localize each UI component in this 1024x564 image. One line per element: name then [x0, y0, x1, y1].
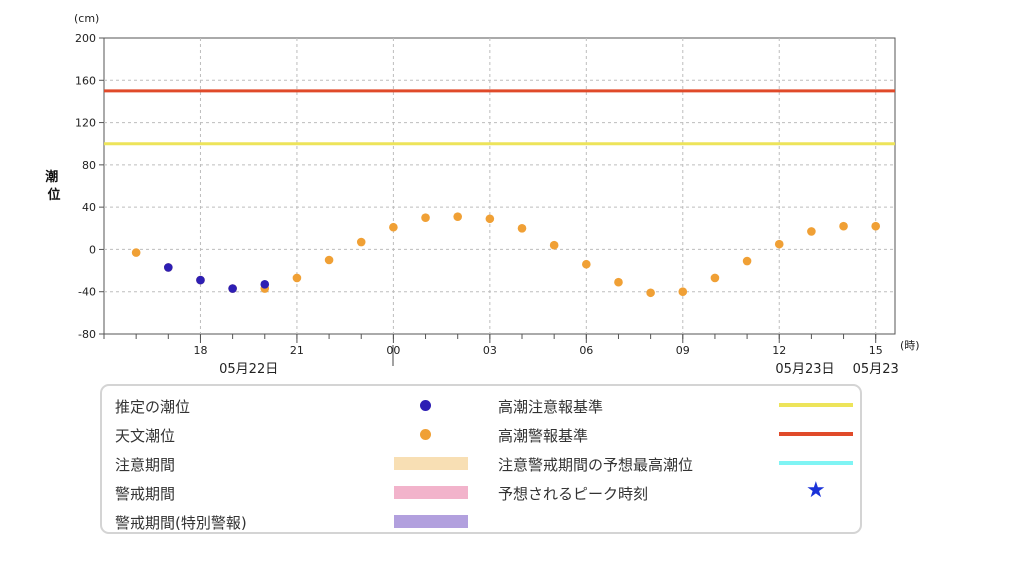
- y-axis-title: 潮 位: [45, 169, 63, 203]
- y-tick-label: -40: [78, 286, 96, 299]
- y-tick-label: 80: [82, 159, 96, 172]
- data-point: [356, 237, 366, 247]
- y-tick-label: -80: [78, 328, 96, 341]
- y-tick-label: 200: [75, 32, 96, 45]
- legend-label: 警戒期間: [115, 485, 176, 503]
- data-point: [196, 275, 205, 285]
- data-point: [774, 239, 784, 249]
- legend-label: 注意期間: [115, 456, 176, 474]
- y-unit-label: (cm): [74, 12, 99, 25]
- legend-label: 高潮警報基準: [498, 427, 589, 445]
- legend-marker-line: [779, 461, 853, 465]
- legend-marker-bar: [394, 515, 468, 528]
- x-tick-label: 06: [579, 344, 593, 357]
- date-label: 05月23日: [775, 362, 834, 377]
- legend-marker-line: [779, 432, 853, 436]
- data-point: [421, 213, 430, 223]
- legend-label: 注意警戒期間の予想最高潮位: [498, 456, 694, 474]
- reference-lines: [104, 89, 895, 146]
- legend-marker-dot: [420, 400, 431, 411]
- y-tick-label: 40: [82, 201, 96, 214]
- data-point: [485, 214, 495, 224]
- x-tick-label: 21: [290, 344, 304, 357]
- y-tick-label: 0: [89, 243, 96, 256]
- legend-label: 予想されるピーク時刻: [498, 485, 649, 503]
- x-tick-label: 03: [483, 344, 497, 357]
- x-axis: 182100030609121505月22日05月23日05月23: [103, 334, 899, 377]
- y-tick-label: 160: [75, 74, 96, 87]
- date-label: 05月23: [853, 362, 899, 377]
- data-point: [164, 263, 173, 272]
- data-point: [228, 284, 237, 293]
- data-point: [646, 288, 655, 298]
- legend-marker-bar: [394, 457, 468, 470]
- legend-label: 警戒期間(特別警報): [115, 514, 247, 532]
- data-point: [453, 212, 462, 221]
- data-point: [614, 277, 623, 287]
- data-point: [517, 223, 527, 233]
- star-icon: ★: [806, 478, 826, 503]
- data-point: [389, 222, 398, 232]
- data-point: [131, 248, 141, 257]
- data-point: [742, 256, 752, 266]
- grid: [104, 38, 895, 334]
- x-unit-label: (時): [900, 339, 920, 352]
- legend-label: 天文潮位: [115, 427, 176, 445]
- data-points: [131, 212, 881, 298]
- y-axis: -80 -40 0 40 80 120 160 200: [75, 32, 104, 341]
- legend-label: 推定の潮位: [115, 398, 191, 416]
- y-tick-label: 120: [75, 117, 96, 130]
- data-point: [678, 287, 688, 297]
- data-point: [839, 221, 848, 231]
- data-point: [260, 280, 270, 289]
- date-label: 05月22日: [219, 362, 278, 377]
- legend-marker-line: [779, 403, 853, 407]
- data-point: [549, 240, 559, 250]
- legend: 推定の潮位天文潮位注意期間警戒期間警戒期間(特別警報) 高潮注意報基準 高潮警報基…: [100, 384, 862, 534]
- data-point: [710, 273, 720, 283]
- x-tick-label: 12: [772, 344, 786, 357]
- legend-marker-bar: [394, 486, 468, 499]
- x-tick-label: 09: [676, 344, 690, 357]
- legend-label: 高潮注意報基準: [498, 398, 604, 416]
- legend-marker-dot: [420, 429, 431, 440]
- plot-area: [103, 37, 896, 335]
- data-point: [871, 221, 881, 231]
- data-point: [807, 227, 816, 236]
- data-point: [292, 273, 302, 283]
- data-point: [324, 255, 334, 265]
- data-point: [582, 259, 591, 269]
- x-tick-label: 15: [869, 344, 883, 357]
- x-tick-label: 18: [193, 344, 207, 357]
